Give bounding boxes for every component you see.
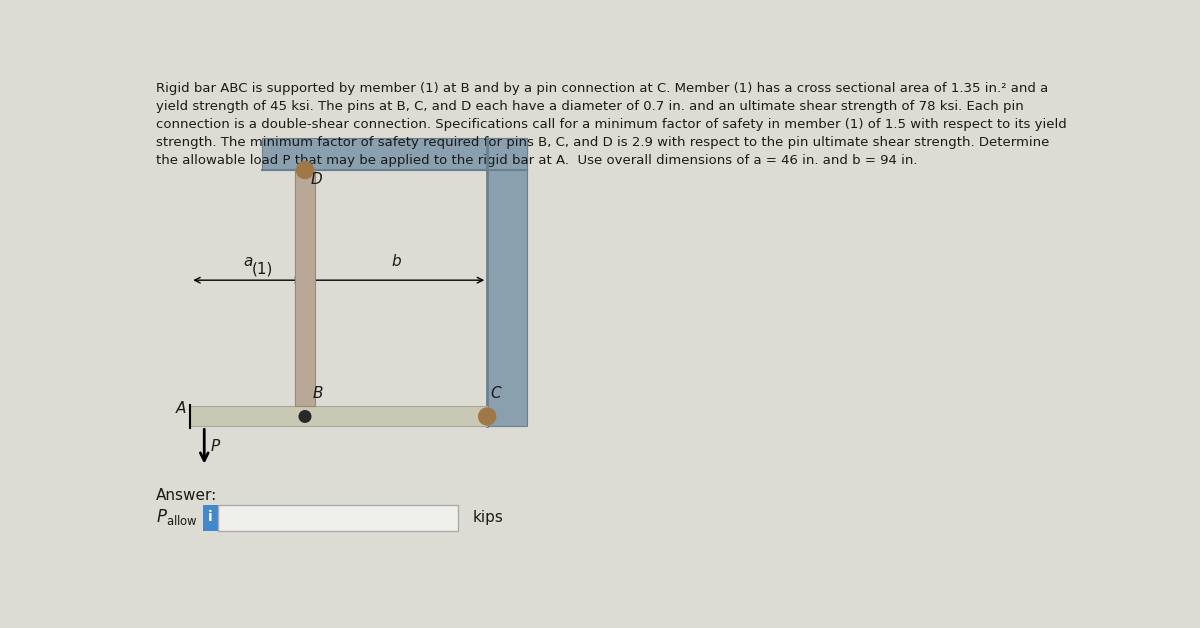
Polygon shape — [295, 170, 316, 406]
Polygon shape — [191, 406, 487, 426]
Text: kips: kips — [473, 510, 503, 525]
Text: Rigid bar ABC is supported by member (1) at B and by a pin connection at C. Memb: Rigid bar ABC is supported by member (1)… — [156, 82, 1067, 166]
Text: b: b — [391, 254, 401, 269]
Polygon shape — [487, 138, 528, 426]
Text: A: A — [176, 401, 186, 416]
Text: P: P — [210, 439, 220, 454]
FancyBboxPatch shape — [218, 506, 458, 531]
FancyBboxPatch shape — [203, 506, 218, 531]
Text: $P_{\mathregular{allow}}$ =: $P_{\mathregular{allow}}$ = — [156, 507, 216, 528]
Text: B: B — [313, 386, 323, 401]
Text: D: D — [311, 172, 322, 187]
Polygon shape — [263, 138, 528, 170]
Text: (1): (1) — [252, 261, 274, 276]
Text: Answer:: Answer: — [156, 488, 217, 503]
Circle shape — [296, 161, 313, 178]
Text: C: C — [491, 386, 500, 401]
Text: i: i — [208, 511, 212, 524]
Text: a: a — [242, 254, 252, 269]
Circle shape — [299, 411, 311, 422]
Circle shape — [479, 408, 496, 425]
